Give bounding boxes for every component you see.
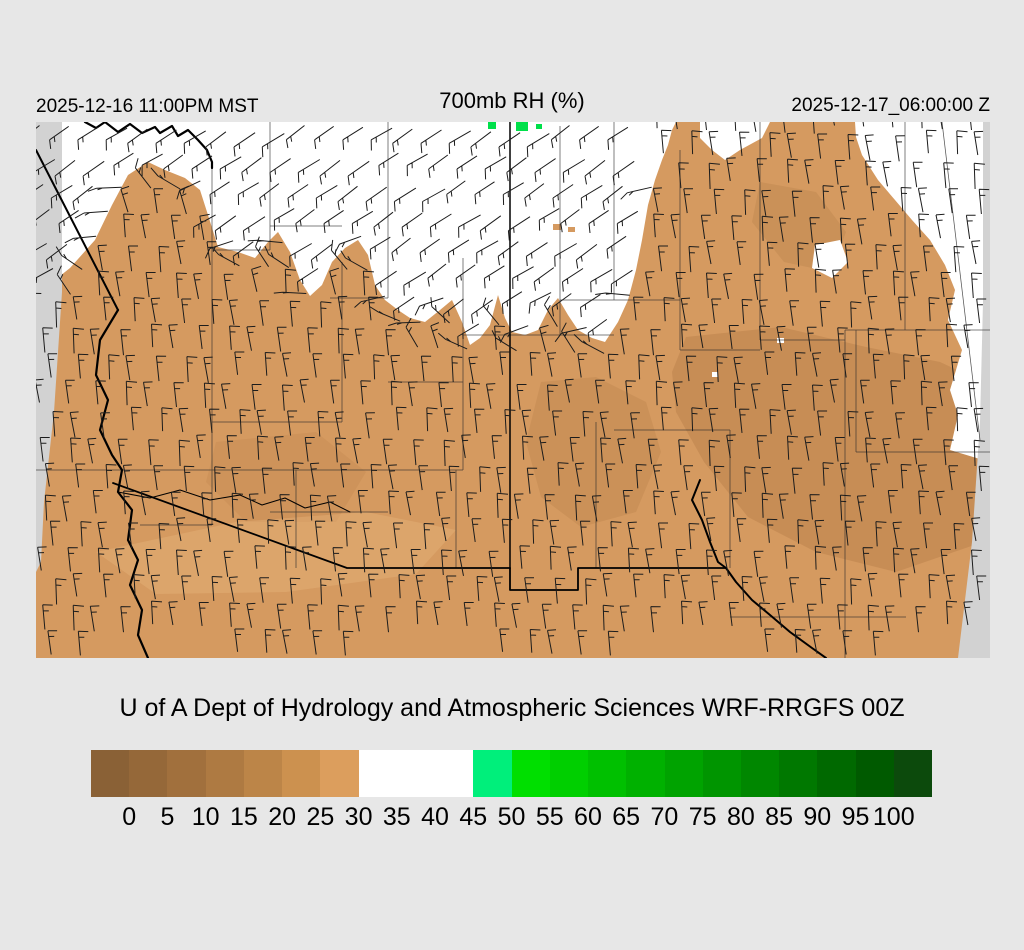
colorbar-labels: 0 5 10 15 20 25 30 35 40 45 50 55 60 65 70 75 80 85 90 95 10… <box>0 803 1024 833</box>
colorbar-tick-label: 35 <box>382 803 411 831</box>
colorbar-segment <box>205 750 244 797</box>
colorbar-tick-label: 30 <box>344 803 373 831</box>
colorbar-tick-label: 95 <box>841 803 870 831</box>
colorbar-tick-label: 100 <box>872 803 915 831</box>
colorbar-tick-label: 60 <box>574 803 602 831</box>
colorbar-tick-label: 0 <box>122 803 137 831</box>
colorbar-segment <box>779 750 818 797</box>
colorbar-segment <box>626 750 665 797</box>
colorbar-tick-label: 20 <box>268 803 297 831</box>
forecast-map <box>36 122 990 658</box>
colorbar-segment <box>893 750 933 797</box>
colorbar-segment <box>282 750 321 797</box>
colorbar-segment <box>511 750 550 797</box>
colorbar-tick-label: 70 <box>650 803 679 831</box>
colorbar-segment <box>702 750 741 797</box>
colorbar-tick-label: 50 <box>497 803 526 831</box>
colorbar-segment <box>740 750 780 797</box>
colorbar-tick-label: 5 <box>160 803 175 831</box>
wind-barbs <box>36 122 990 656</box>
colorbar-segment <box>817 750 856 797</box>
colorbar-segment <box>243 750 283 797</box>
rh-wind-map <box>36 122 990 658</box>
colorbar-segment <box>664 750 703 797</box>
caption: U of A Dept of Hydrology and Atmospheric… <box>119 694 905 722</box>
colorbar-tick-label: 15 <box>230 803 258 831</box>
colorbar-tick-label: 25 <box>306 803 335 831</box>
colorbar-segment <box>588 750 627 797</box>
colorbar-tick-label: 90 <box>803 803 832 831</box>
colorbar-tick-label: 10 <box>191 803 220 831</box>
colorbar-tick-label: 65 <box>612 803 641 831</box>
colorbar-tick-label: 75 <box>688 803 717 831</box>
colorbar-segment <box>855 750 894 797</box>
colorbar-segment <box>91 750 130 797</box>
colorbar-tick-label: 40 <box>421 803 449 831</box>
colorbar-segment <box>358 750 397 797</box>
plot-title: 700mb RH (%) <box>439 88 585 113</box>
colorbar-segment <box>320 750 359 797</box>
colorbar-tick-label: 80 <box>726 803 755 831</box>
colorbar-segment <box>129 750 168 797</box>
colorbar-segment <box>549 750 589 797</box>
colorbar-segment <box>396 750 436 797</box>
colorbar-tick-label: 45 <box>459 803 488 831</box>
valid-time-utc: 2025-12-17_06:00:00 Z <box>791 95 990 116</box>
valid-time-local: 2025-12-16 11:00PM MST <box>36 96 259 117</box>
colorbar <box>91 750 933 797</box>
colorbar-segment <box>435 750 474 797</box>
colorbar-segment <box>167 750 206 797</box>
colorbar-segment <box>473 750 512 797</box>
colorbar-tick-label: 55 <box>535 803 564 831</box>
colorbar-tick-label: 85 <box>765 803 793 831</box>
